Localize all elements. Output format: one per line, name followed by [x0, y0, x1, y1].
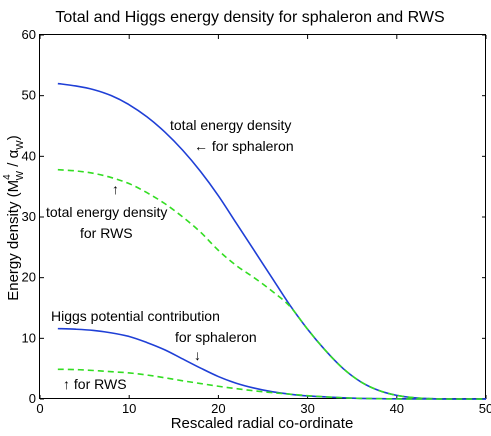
- x-tick-label: 20: [211, 401, 225, 416]
- x-tick-label: 50: [479, 401, 491, 416]
- series-line-total-rws: [57, 168, 486, 400]
- x-tick-label: 40: [390, 401, 404, 416]
- annotation-higgs-sphaleron: for sphaleron: [175, 329, 257, 345]
- annotation-higgs-1: Higgs potential contribution: [51, 308, 220, 324]
- y-tick-label: 50: [22, 88, 36, 103]
- y-tick-label: 30: [22, 209, 36, 224]
- annotation-total-rws-1: total energy density: [46, 204, 167, 220]
- series-line-higgs-rws: [57, 368, 486, 400]
- annotation-total-sphaleron-1: total energy density: [170, 117, 291, 133]
- x-axis-label: Rescaled radial co-ordinate: [171, 415, 354, 432]
- x-tick-label: 0: [36, 401, 43, 416]
- ylabel-sup: 4: [2, 174, 13, 180]
- series-line-total-sphaleron: [57, 82, 486, 400]
- annotation-up-arrow-1: ↑: [112, 181, 119, 197]
- y-tick-label: 0: [29, 391, 36, 406]
- series-layer: [57, 82, 486, 400]
- x-tick-label: 10: [122, 401, 136, 416]
- y-tick-label: 10: [22, 330, 36, 345]
- ylabel-mid: / α: [5, 149, 22, 171]
- y-tick-label: 40: [22, 148, 36, 163]
- ylabel-suffix: ): [5, 135, 22, 140]
- annotation-total-sphaleron-2: ← for sphaleron: [194, 138, 294, 154]
- annotation-down-arrow: ↓: [194, 347, 201, 363]
- y-tick-label: 20: [22, 270, 36, 285]
- axis-ticks: 0 10 20 30 40 50 0 10 20 30 40 50 60: [22, 27, 491, 416]
- x-tick-label: 30: [300, 401, 314, 416]
- ylabel-sub1: W: [15, 170, 26, 180]
- ylabel-sub2: W: [15, 140, 26, 150]
- series-line-higgs-sphaleron: [57, 327, 486, 400]
- y-axis-label: Energy density (M4 W / αW): [2, 135, 26, 301]
- chart-title: Total and Higgs energy density for sphal…: [55, 9, 444, 26]
- annotation-total-rws-2: for RWS: [80, 225, 133, 241]
- ylabel-prefix: Energy density (M: [5, 180, 22, 301]
- annotation-higgs-rws: ↑ for RWS: [63, 376, 127, 392]
- y-tick-label: 60: [22, 27, 36, 42]
